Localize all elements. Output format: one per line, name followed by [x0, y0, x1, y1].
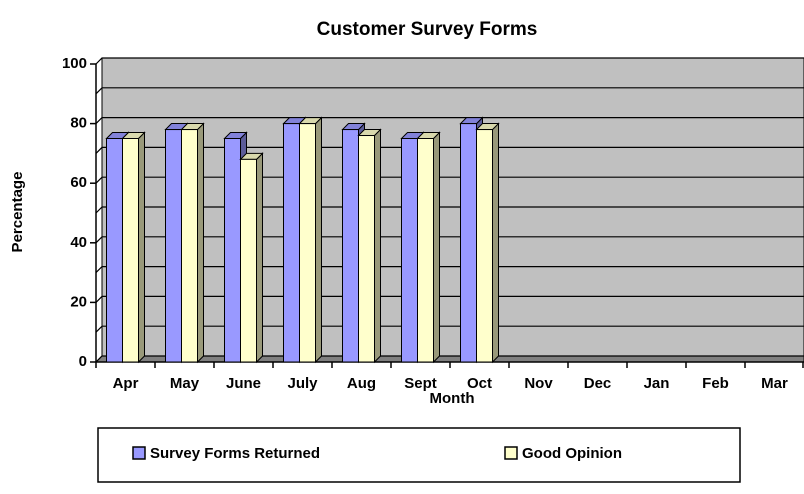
x-tick-label: Oct: [467, 375, 492, 392]
x-tick-label: Apr: [113, 375, 139, 392]
y-tick-label: 40: [70, 234, 87, 251]
x-tick-label: Mar: [761, 375, 788, 392]
grid-line: [95, 206, 804, 214]
bar-side: [197, 122, 204, 364]
bar-side: [256, 152, 263, 364]
bar: [181, 129, 198, 363]
bar-side: [492, 122, 499, 364]
grid-line: [95, 57, 804, 65]
bar: [476, 129, 493, 363]
bar: [106, 138, 123, 363]
bar-side: [138, 131, 145, 364]
bar-side: [374, 128, 381, 364]
bar: [358, 135, 375, 363]
y-tick-label: 100: [62, 55, 87, 72]
grid-line: [95, 87, 804, 95]
x-tick-label: Feb: [702, 375, 729, 392]
bar: [299, 123, 316, 363]
grid-line: [95, 295, 804, 303]
bar: [401, 138, 418, 363]
grid-line: [95, 355, 804, 363]
chart-title: Customer Survey Forms: [317, 19, 538, 40]
x-tick-label: Dec: [584, 375, 612, 392]
bar: [240, 158, 257, 363]
grid-line: [95, 266, 804, 274]
y-tick-label: 80: [70, 115, 87, 132]
legend-swatch: [504, 446, 518, 460]
bar: [224, 138, 241, 363]
y-tick-label: 0: [79, 353, 87, 370]
legend-swatch: [132, 446, 146, 460]
bar-side: [315, 116, 322, 364]
bar: [417, 138, 434, 363]
y-tick-label: 60: [70, 174, 87, 191]
y-tick-label: 20: [70, 293, 87, 310]
bar: [122, 138, 139, 363]
x-tick-label: Nov: [524, 375, 553, 392]
legend-label: Survey Forms Returned: [150, 445, 320, 462]
grid-line: [95, 146, 804, 154]
bar: [165, 129, 182, 363]
grid-line: [95, 116, 804, 125]
x-tick-label: Sept: [404, 375, 437, 392]
x-tick-label: Jan: [644, 375, 670, 392]
bar: [460, 123, 477, 363]
x-tick-label: June: [226, 375, 261, 392]
x-tick-label: July: [287, 375, 318, 392]
grid-line: [95, 325, 804, 333]
y-axis-label: Percentage: [9, 172, 26, 253]
x-tick-label: Aug: [347, 375, 376, 392]
bar-side: [433, 131, 440, 364]
legend-label: Good Opinion: [522, 445, 622, 462]
grid-line: [95, 176, 804, 184]
x-tick-label: May: [170, 375, 200, 392]
grid-line: [95, 236, 804, 244]
bar: [283, 123, 300, 363]
legend-box: [97, 427, 741, 483]
bar: [342, 129, 359, 363]
x-axis-label: Month: [430, 390, 475, 407]
